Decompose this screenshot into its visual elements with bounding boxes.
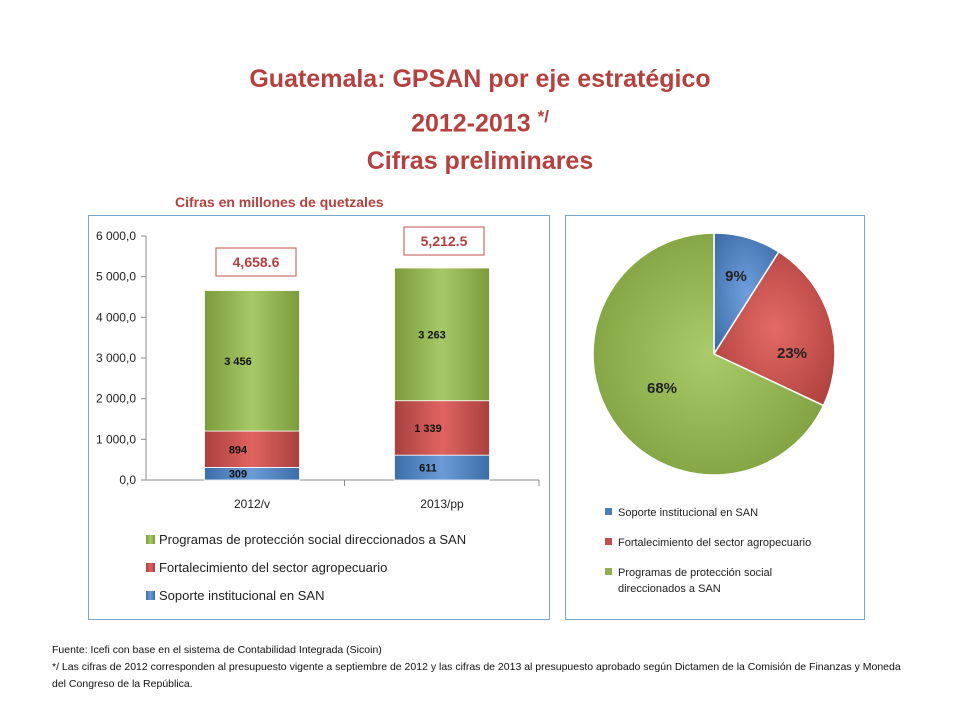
bar-segment (394, 267, 490, 402)
y-tick-label: 4 000,0 (96, 310, 136, 324)
y-tick-label: 2 000,0 (96, 392, 136, 406)
bar-segment (204, 290, 300, 432)
title-line-2: 2012-2013 */ (0, 98, 960, 142)
y-tick-label: 6 000,0 (96, 229, 136, 243)
pie-slice (592, 232, 825, 476)
data-label: 3 456 (224, 356, 252, 368)
title-line-1: Guatemala: GPSAN por eje estratégico (249, 65, 711, 93)
x-tick-label: 2012/v (234, 497, 270, 511)
legend-swatch (146, 591, 155, 600)
pie-chart: 9% 23% 68% Soporte institucional en SAN Fort… (592, 232, 836, 595)
bar-segment (394, 400, 490, 456)
total-label: 4,658.6 (233, 254, 280, 270)
bar-segment (394, 454, 490, 481)
legend-swatch (605, 538, 612, 545)
pie-percent-label: 9% (725, 268, 747, 285)
bar-chart-panel: 0,0 1 000,0 2 000,0 3 000,0 4 000,0 5 000,0 6 … (88, 215, 550, 620)
methodology-note: */ Las cifras de 2012 corresponden al pr… (52, 661, 901, 690)
y-tick-label: 0,0 (119, 473, 136, 487)
source-note: Fuente: Icefi con base en el sistema de … (52, 644, 382, 656)
legend-swatch (146, 535, 155, 544)
legend-label: direccionados a SAN (618, 583, 721, 595)
y-tick-label: 5 000,0 (96, 270, 136, 284)
title-years: 2012-2013 (411, 109, 531, 138)
total-box (215, 247, 297, 277)
pie-chart-panel: 9% 23% 68% Soporte institucional en SAN Fort… (565, 215, 865, 620)
data-label: 309 (229, 469, 247, 481)
chart-title: Guatemala: GPSAN por eje estratégico 201… (0, 60, 960, 180)
data-label: 1 339 (414, 423, 442, 435)
legend-swatch (605, 508, 612, 515)
footnote: Fuente: Icefi con base en el sistema de … (52, 642, 912, 693)
stacked-bar-chart: 0,0 1 000,0 2 000,0 3 000,0 4 000,0 5 000,0 6 … (96, 226, 540, 603)
bar-segment (204, 467, 300, 481)
legend-label: Programas de protección social (618, 567, 772, 579)
total-label: 5,212.5 (421, 233, 468, 249)
legend-swatch (146, 563, 155, 572)
legend-label: Fortalecimiento del sector agropecuario (618, 537, 811, 549)
legend-label: Fortalecimiento del sector agropecuario (159, 560, 387, 575)
legend-label: Programas de protección social direccion… (159, 532, 466, 547)
title-footnote-mark: */ (537, 107, 549, 126)
title-line-3: Cifras preliminares (366, 147, 594, 176)
x-tick-label: 2013/pp (420, 497, 464, 511)
pie-percent-label: 23% (777, 345, 807, 362)
total-box (403, 226, 485, 256)
legend-swatch (605, 568, 612, 575)
y-tick-label: 3 000,0 (96, 351, 136, 365)
pie-percent-label: 68% (647, 380, 677, 397)
data-label: 3 263 (418, 329, 446, 341)
data-label: 894 (229, 444, 248, 456)
data-label: 611 (419, 463, 437, 475)
legend-label: Soporte institucional en SAN (618, 507, 758, 519)
pie-slice (712, 250, 836, 407)
units-label: Cifras en millones de quetzales (175, 194, 384, 210)
bar-segment (204, 430, 300, 468)
legend-label: Soporte institucional en SAN (159, 588, 324, 603)
y-tick-label: 1 000,0 (96, 432, 136, 446)
